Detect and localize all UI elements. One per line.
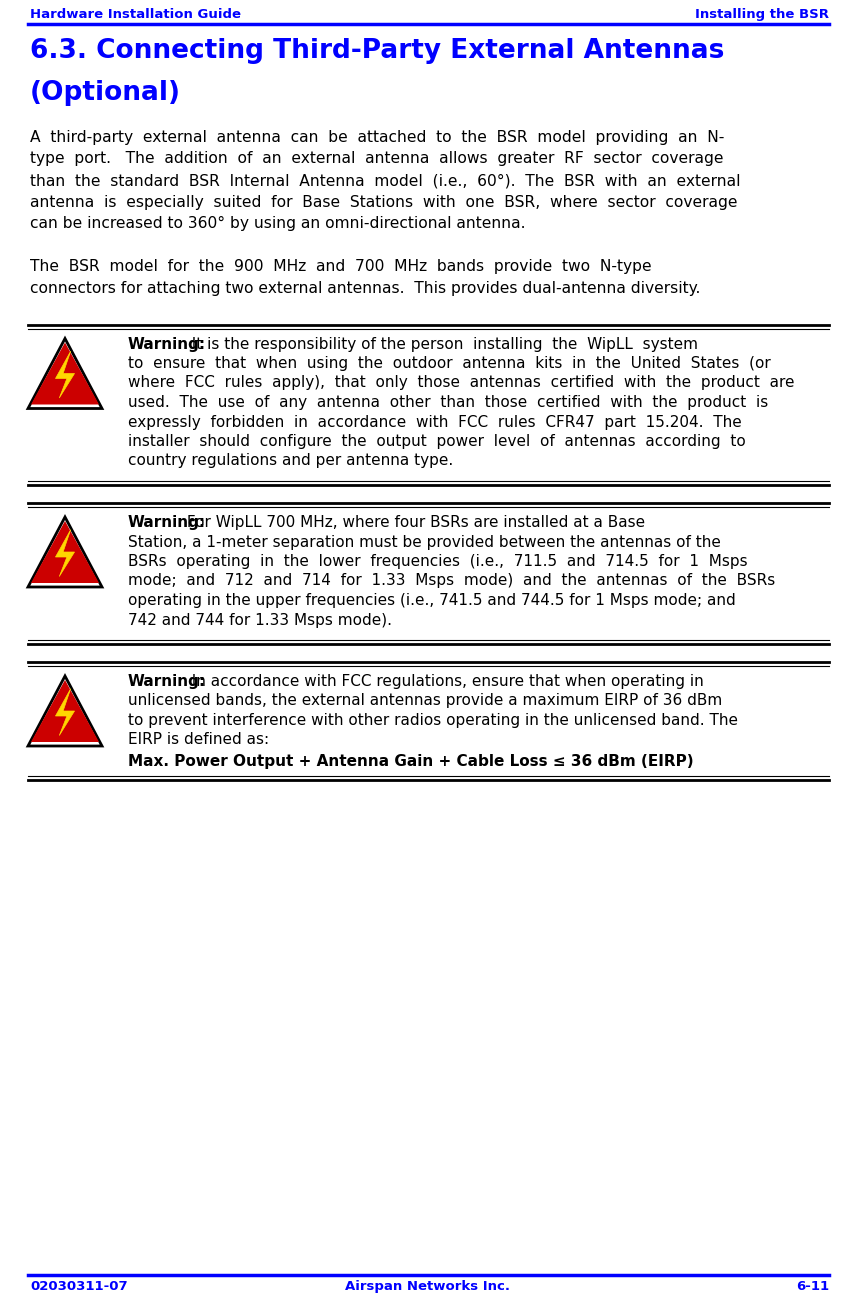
Text: operating in the upper frequencies (i.e., 741.5 and 744.5 for 1 Msps mode; and: operating in the upper frequencies (i.e.… [128,593,736,608]
Text: 6.3. Connecting Third-Party External Antennas: 6.3. Connecting Third-Party External Ant… [30,38,724,64]
Text: BSRs  operating  in  the  lower  frequencies  (i.e.,  711.5  and  714.5  for  1 : BSRs operating in the lower frequencies … [128,554,747,569]
Text: The  BSR  model  for  the  900  MHz  and  700  MHz  bands  provide  two  N-type: The BSR model for the 900 MHz and 700 MH… [30,260,651,274]
Text: connectors for attaching two external antennas.  This provides dual-antenna dive: connectors for attaching two external an… [30,281,700,296]
Text: 6-11: 6-11 [796,1280,829,1294]
Text: Installing the BSR: Installing the BSR [695,8,829,21]
Text: EIRP is defined as:: EIRP is defined as: [128,732,269,748]
Text: where  FCC  rules  apply),  that  only  those  antennas  certified  with  the  p: where FCC rules apply), that only those … [128,376,794,390]
Text: Max. Power Output + Antenna Gain + Cable Loss ≤ 36 dBm (EIRP): Max. Power Output + Antenna Gain + Cable… [128,754,693,770]
Text: Hardware Installation Guide: Hardware Installation Guide [30,8,241,21]
Polygon shape [31,342,99,404]
Text: 02030311-07: 02030311-07 [30,1280,128,1294]
Text: unlicensed bands, the external antennas provide a maximum EIRP of 36 dBm: unlicensed bands, the external antennas … [128,693,722,709]
Text: than  the  standard  BSR  Internal  Antenna  model  (i.e.,  60°).  The  BSR  wit: than the standard BSR Internal Antenna m… [30,173,740,188]
Text: mode;  and  712  and  714  for  1.33  Msps  mode)  and  the  antennas  of  the  : mode; and 712 and 714 for 1.33 Msps mode… [128,573,776,589]
Text: A  third-party  external  antenna  can  be  attached  to  the  BSR  model  provi: A third-party external antenna can be at… [30,130,724,146]
Text: Warning:: Warning: [128,515,207,530]
Text: Airspan Networks Inc.: Airspan Networks Inc. [345,1280,511,1294]
Text: to  ensure  that  when  using  the  outdoor  antenna  kits  in  the  United  Sta: to ensure that when using the outdoor an… [128,356,770,370]
Polygon shape [56,351,75,398]
Text: For WipLL 700 MHz, where four BSRs are installed at a Base: For WipLL 700 MHz, where four BSRs are i… [183,515,645,530]
Polygon shape [31,680,99,742]
Text: installer  should  configure  the  output  power  level  of  antennas  according: installer should configure the output po… [128,434,746,448]
Polygon shape [56,689,75,736]
Text: used.  The  use  of  any  antenna  other  than  those  certified  with  the  pro: used. The use of any antenna other than … [128,395,768,410]
Text: Station, a 1-meter separation must be provided between the antennas of the: Station, a 1-meter separation must be pr… [128,534,721,550]
Text: (Optional): (Optional) [30,81,181,107]
Polygon shape [31,521,99,582]
Text: It is the responsibility of the person  installing  the  WipLL  system: It is the responsibility of the person i… [183,337,698,351]
Text: expressly  forbidden  in  accordance  with  FCC  rules  CFR47  part  15.204.  Th: expressly forbidden in accordance with F… [128,415,742,429]
Text: 742 and 744 for 1.33 Msps mode).: 742 and 744 for 1.33 Msps mode). [128,612,392,628]
Text: Warning:: Warning: [128,337,207,351]
Text: country regulations and per antenna type.: country regulations and per antenna type… [128,454,453,468]
Text: type  port.   The  addition  of  an  external  antenna  allows  greater  RF  sec: type port. The addition of an external a… [30,152,723,166]
Text: can be increased to 360° by using an omni-directional antenna.: can be increased to 360° by using an omn… [30,216,525,231]
Text: to prevent interference with other radios operating in the unlicensed band. The: to prevent interference with other radio… [128,712,738,728]
Polygon shape [56,529,75,576]
Text: In accordance with FCC regulations, ensure that when operating in: In accordance with FCC regulations, ensu… [183,673,704,689]
Text: Warning:: Warning: [128,673,207,689]
Text: antenna  is  especially  suited  for  Base  Stations  with  one  BSR,  where  se: antenna is especially suited for Base St… [30,195,738,209]
